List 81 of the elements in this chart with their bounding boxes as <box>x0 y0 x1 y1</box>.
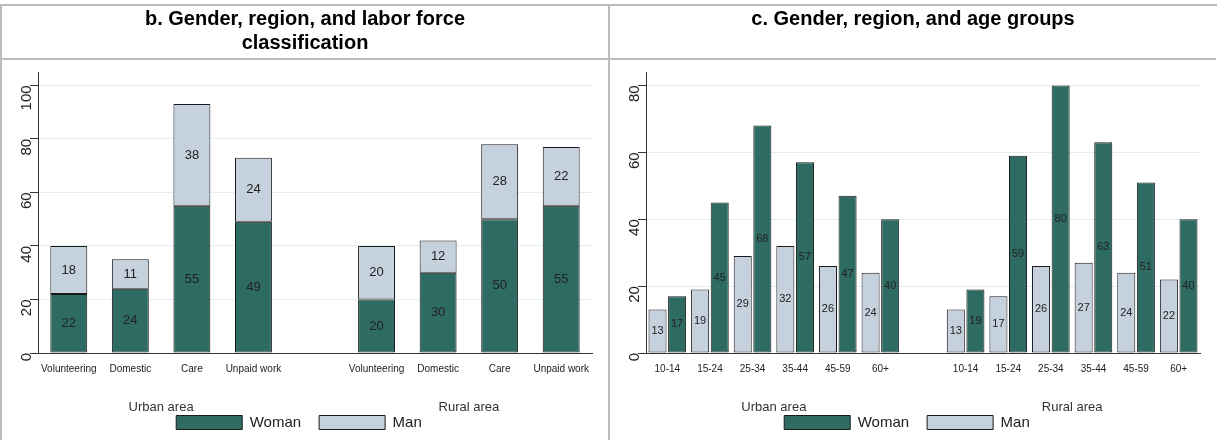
legend-label: Man <box>392 412 422 430</box>
y-tick-label: 60 <box>625 152 643 169</box>
data-label: 38 <box>184 146 200 162</box>
x-tick-label: Care <box>181 362 204 374</box>
data-label: 50 <box>492 277 507 293</box>
data-label: 26 <box>1034 302 1048 315</box>
x-tick-label: Domestic <box>109 362 152 374</box>
data-label: 24 <box>246 181 261 197</box>
x-tick-label: 60+ <box>871 362 890 374</box>
data-label: 22 <box>1162 308 1176 321</box>
x-tick-label: 25-34 <box>1038 362 1065 374</box>
y-tick-label: 40 <box>17 245 35 263</box>
y-tick-label: 0 <box>17 353 35 362</box>
data-label: 22 <box>61 314 77 330</box>
data-label: 30 <box>430 304 446 320</box>
y-tick-label: 20 <box>17 299 35 317</box>
data-label: 22 <box>553 167 569 183</box>
data-label: 27 <box>1077 300 1090 313</box>
x-tick-label: 45-59 <box>1123 362 1150 374</box>
data-label: 26 <box>821 302 835 315</box>
data-label: 24 <box>1120 305 1133 318</box>
data-label: 20 <box>369 317 384 333</box>
data-label: 55 <box>184 270 200 286</box>
data-label: 28 <box>492 173 507 189</box>
data-label: 51 <box>1139 260 1152 273</box>
x-tick-label: 15-24 <box>697 362 724 374</box>
text: Urban area <box>128 399 195 415</box>
chart-title: c. Gender, region, and age groups <box>610 6 1216 60</box>
x-tick-label: Volunteering <box>40 362 97 374</box>
x-tick-label: 25-34 <box>739 362 766 374</box>
data-label: 45 <box>713 270 726 283</box>
x-tick-label: Care <box>488 362 511 374</box>
legend-label: Woman <box>857 412 910 430</box>
data-label: 55 <box>553 270 569 286</box>
data-label: 19 <box>694 314 707 326</box>
data-label: 57 <box>798 250 812 263</box>
data-label: 20 <box>369 264 384 280</box>
x-tick-label: 15-24 <box>995 362 1022 374</box>
y-tick-label: 100 <box>17 85 35 111</box>
data-label: 24 <box>864 305 877 318</box>
text: Rural area <box>1041 399 1104 415</box>
data-label: 13 <box>949 324 962 337</box>
legend-label: Man <box>1000 412 1030 430</box>
data-label: 24 <box>123 312 138 328</box>
data-label: 80 <box>1054 211 1067 224</box>
x-tick-label: Volunteering <box>348 362 405 374</box>
data-label: 11 <box>123 265 138 281</box>
chart-title: b. Gender, region, and labor force classification <box>2 6 608 60</box>
data-label: 59 <box>1011 247 1025 260</box>
y-tick-label: 40 <box>625 219 643 236</box>
data-label: 17 <box>670 317 684 330</box>
x-tick-label: 10-14 <box>952 362 979 374</box>
y-tick-label: 80 <box>17 138 35 156</box>
data-label: 47 <box>841 267 854 280</box>
text: Urban area <box>741 399 808 415</box>
data-label: 49 <box>246 278 261 294</box>
y-tick-label: 60 <box>17 192 35 210</box>
data-label: 40 <box>884 278 897 291</box>
x-tick-label: Unpaid work <box>533 362 591 374</box>
x-tick-label: 35-44 <box>782 362 809 374</box>
x-tick-label: Domestic <box>417 362 459 374</box>
y-tick-label: 20 <box>625 286 643 303</box>
data-label: 32 <box>779 292 792 305</box>
y-tick-label: 0 <box>625 353 643 362</box>
x-tick-label: 10-14 <box>654 362 681 374</box>
legend-label: Woman <box>249 412 302 430</box>
data-label: 29 <box>736 297 749 310</box>
x-tick-label: Unpaid work <box>225 362 283 374</box>
text: Rural area <box>438 399 500 415</box>
data-label: 63 <box>1097 240 1110 253</box>
data-label: 40 <box>1182 278 1195 291</box>
data-label: 17 <box>992 317 1005 330</box>
data-label: 68 <box>756 232 769 245</box>
x-tick-label: 45-59 <box>824 362 851 374</box>
x-tick-label: 60+ <box>1170 362 1188 374</box>
data-label: 12 <box>430 248 446 264</box>
y-tick-label: 80 <box>625 85 643 103</box>
data-label: 19 <box>969 314 982 326</box>
x-tick-label: 35-44 <box>1080 362 1107 374</box>
data-label: 13 <box>651 324 664 337</box>
data-label: 18 <box>61 261 77 277</box>
